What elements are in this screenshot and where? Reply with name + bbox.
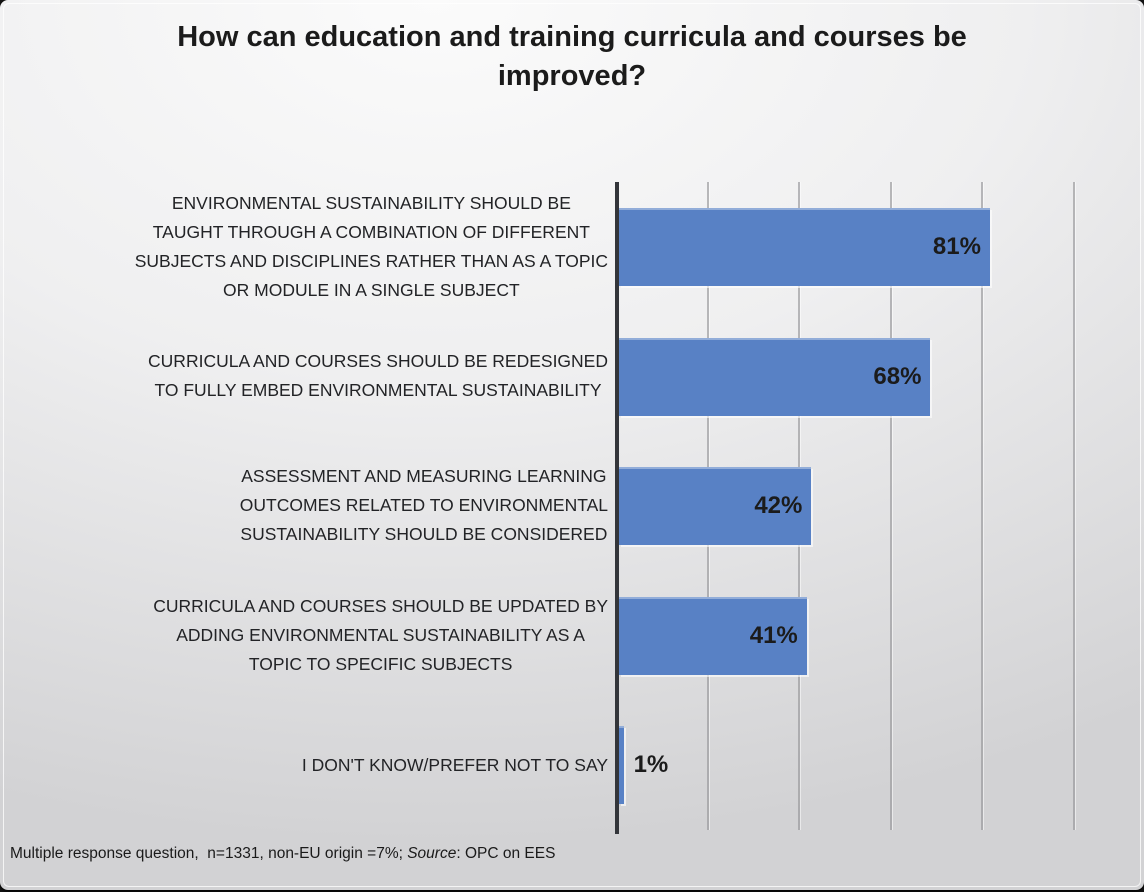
value-label: 1% — [633, 751, 669, 779]
bar — [619, 726, 624, 805]
value-label: 42% — [754, 492, 803, 520]
gridline — [981, 182, 984, 830]
category-label: CURRICULA AND COURSES SHOULD BE UPDATED … — [153, 596, 608, 675]
chart-title: How can education and training curricula… — [177, 21, 967, 93]
bar — [619, 596, 807, 675]
value-label: 41% — [749, 621, 798, 649]
category-label: ASSESSMENT AND MEASURING LEARNING OUTCOM… — [239, 466, 608, 545]
category-label: I DON'T KNOW/PREFER NOT TO SAY — [301, 754, 608, 775]
gridline — [889, 182, 892, 830]
gridline — [1073, 182, 1075, 830]
category-label: CURRICULA AND COURSES SHOULD BE REDESIGN… — [148, 351, 608, 401]
category-axis-line — [615, 182, 619, 834]
bar — [619, 467, 812, 546]
footnote: Multiple response question, n=1331, non-… — [10, 845, 555, 863]
category-label: ENVIRONMENTAL SUSTAINABILITY SHOULD BE T… — [134, 192, 608, 300]
value-label: 68% — [873, 362, 922, 390]
footnote-text: Multiple response question, n=1331, non-… — [10, 845, 408, 862]
footnote-source-word: Source — [407, 845, 457, 862]
value-label: 81% — [932, 233, 981, 260]
bar — [619, 337, 931, 416]
bar — [619, 208, 990, 286]
footnote-text: : OPC on EES — [456, 845, 556, 862]
